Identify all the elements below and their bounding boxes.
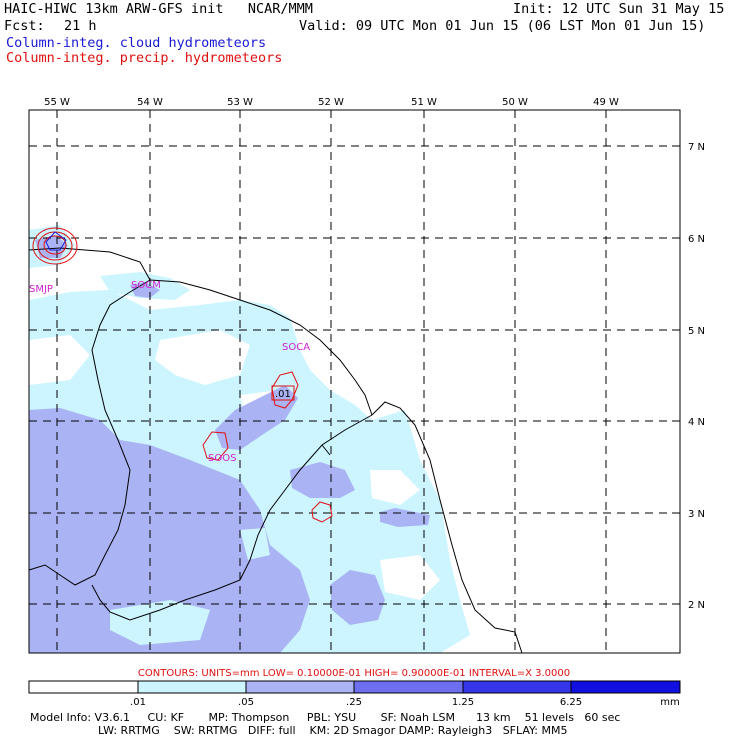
station-smjp: SMJP xyxy=(29,284,53,295)
station-socm: SOCM xyxy=(131,280,161,291)
cloud-shading xyxy=(29,110,680,653)
lat-label: 3 N xyxy=(688,509,705,520)
station-soos: SOOS xyxy=(208,453,236,464)
station-soca: SOCA xyxy=(282,342,310,353)
plot-title: HAIC-HIWC 13km ARW-GFS init NCAR/MMM xyxy=(4,1,313,17)
lon-label: 51 W xyxy=(411,97,437,108)
colorbar-tick: 6.25 xyxy=(560,697,582,708)
coastline xyxy=(28,247,523,654)
colorbar-tick: .01 xyxy=(130,697,146,708)
valid-time: Valid: 09 UTC Mon 01 Jun 15 (06 LST Mon … xyxy=(299,18,706,34)
latitude-labels: 7 N 6 N 5 N 4 N 3 N 2 N xyxy=(688,142,705,611)
precip-contours xyxy=(32,227,333,523)
contour-label-box xyxy=(271,385,295,401)
cloud-field-legend: Column-integ. cloud hydrometeors xyxy=(6,35,267,51)
lat-label: 5 N xyxy=(688,326,705,337)
lon-label: 53 W xyxy=(227,97,253,108)
map-frame xyxy=(28,109,681,654)
lon-label: 55 W xyxy=(44,97,70,108)
frame-ticks xyxy=(56,110,680,605)
precip-field-legend: Column-integ. precip. hydrometeors xyxy=(6,50,283,66)
lat-label: 6 N xyxy=(688,234,705,245)
lon-label: 50 W xyxy=(502,97,528,108)
colorbar-segment xyxy=(462,680,572,694)
forecast-label: Fcst: xyxy=(4,18,45,34)
colorbar-tick: 1.25 xyxy=(452,697,474,708)
lat-lon-grid xyxy=(29,110,680,653)
colorbar-tick: .05 xyxy=(238,697,254,708)
longitude-labels: 55 W 54 W 53 W 52 W 51 W 50 W 49 W xyxy=(44,97,619,108)
colorbar-tick: .25 xyxy=(346,697,362,708)
lat-label: 7 N xyxy=(688,142,705,153)
contour-label: .01 xyxy=(275,389,291,400)
colorbar-segment xyxy=(570,680,681,694)
colorbar-segment xyxy=(353,680,464,694)
model-info-line1: Model Info: V3.6.1 CU: KF MP: Thompson P… xyxy=(30,711,621,724)
cloud-contours xyxy=(45,231,67,251)
colorbar-segment xyxy=(245,680,355,694)
init-time: Init: 12 UTC Sun 31 May 15 xyxy=(513,1,725,17)
lon-label: 54 W xyxy=(137,97,163,108)
contours-info: CONTOURS: UNITS=mm LOW= 0.10000E-01 HIGH… xyxy=(138,668,570,679)
colorbar-segment xyxy=(137,680,247,694)
colorbar-unit: mm xyxy=(660,697,679,708)
lon-label: 52 W xyxy=(318,97,344,108)
lat-label: 4 N xyxy=(688,417,705,428)
lon-label: 49 W xyxy=(593,97,619,108)
model-info-line2: LW: RRTMG SW: RRTMG DIFF: full KM: 2D Sm… xyxy=(98,724,568,737)
lat-label: 2 N xyxy=(688,600,705,611)
colorbar-ticks: .01 .05 .25 1.25 6.25 mm xyxy=(130,697,680,708)
station-labels: SMJP SOCM SOCA SOOS xyxy=(29,280,310,464)
colorbar xyxy=(28,680,681,694)
forecast-hour: 21 h xyxy=(64,18,97,34)
colorbar-segment xyxy=(28,680,139,694)
